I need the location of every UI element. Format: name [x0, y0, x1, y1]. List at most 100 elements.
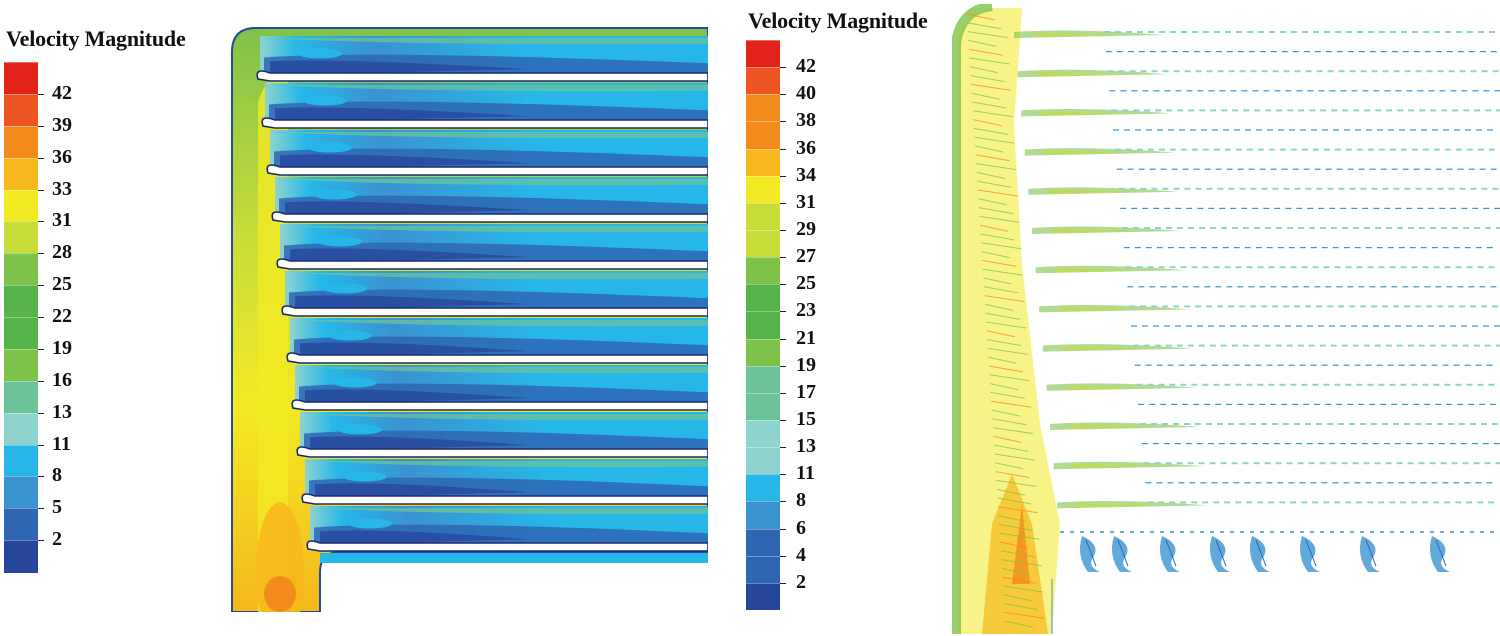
legend-swatch: [4, 285, 38, 318]
vector-stroke: [998, 515, 1027, 523]
vector-stroke: [1002, 576, 1037, 584]
legend-swatch: [4, 348, 38, 382]
vector-stroke: [993, 444, 1029, 452]
vector-stroke: [982, 268, 1023, 276]
legend-tick-mark: [780, 284, 786, 286]
legend-tick-mark: [38, 157, 44, 159]
legend-tick-label: 6: [796, 516, 806, 539]
legend-swatch: [746, 365, 780, 394]
inlet-jet-core: [1052, 229, 1142, 233]
channel-slow-region: [315, 483, 528, 498]
legend-tick-label: 40: [796, 82, 816, 105]
legend-tick-label: 19: [796, 353, 816, 376]
inlet-jet-core: [1048, 189, 1139, 194]
channel-slow-region: [320, 530, 528, 545]
vector-stroke: [997, 506, 1038, 514]
channel-upper-streak: [284, 226, 708, 233]
vector-stroke: [1001, 559, 1042, 567]
vector-stroke: [975, 154, 1010, 162]
legend-swatch: [746, 311, 780, 340]
vector-stroke: [992, 427, 1033, 435]
legend-tick-label: 13: [796, 435, 816, 458]
left-legend: 42 39 36 33 31 28 25 22 19 16 13 11 8 5 2: [4, 62, 72, 573]
vector-stroke: [972, 110, 1013, 118]
legend-tick-mark: [780, 555, 786, 557]
vector-stroke: [979, 215, 1020, 223]
legend-tick-label: 13: [52, 400, 72, 423]
manifold-high-velocity: [982, 474, 1048, 634]
vector-stroke: [986, 330, 1015, 338]
legend-tick-label: 15: [796, 408, 816, 430]
recirculation-vector: [1430, 536, 1450, 572]
legend-tick-label: 27: [796, 245, 816, 268]
peak-velocity-zone: [264, 576, 296, 612]
legend-tick-label: 39: [52, 113, 72, 136]
recirculation-stroke: [1117, 539, 1129, 567]
vector-stroke: [996, 479, 1037, 487]
legend-swatch: [746, 447, 780, 475]
legend-swatch: [4, 380, 38, 414]
vector-stroke: [973, 119, 1002, 127]
channel-vortex: [343, 471, 387, 482]
legend-tick-label: 31: [52, 209, 72, 232]
inlet-jet-core: [1066, 385, 1157, 390]
vector-stroke: [989, 374, 1030, 382]
inlet-jet-core: [1059, 307, 1150, 312]
vector-stroke: [995, 471, 1030, 479]
legend-swatch: [746, 230, 780, 258]
vector-stroke: [1001, 567, 1030, 575]
legend-tick-mark: [780, 447, 786, 449]
vector-stroke: [970, 75, 1005, 83]
channel-slow-region: [310, 436, 528, 451]
manifold-peak: [1012, 504, 1030, 584]
legend-tick-mark: [780, 528, 786, 530]
legend-tick-label: 11: [796, 462, 815, 485]
vector-stroke: [976, 171, 1005, 179]
legend-swatch: [746, 40, 780, 68]
channel-slow-region: [270, 60, 528, 75]
channel-vortex: [328, 330, 372, 341]
manifold-wall-vectors: [952, 4, 993, 634]
vector-stroke: [981, 251, 1010, 259]
legend-swatch: [4, 317, 38, 350]
legend-tick-label: 25: [52, 273, 72, 296]
channel-upper-streak: [279, 179, 708, 186]
legend-tick-mark: [780, 501, 786, 503]
legend-tick-mark: [780, 202, 786, 204]
legend-tick-mark: [780, 420, 786, 421]
legend-tick-mark: [38, 412, 44, 414]
channel-slow-region: [285, 201, 528, 216]
vector-stroke: [983, 286, 1019, 294]
recirculation-vector: [1250, 536, 1270, 572]
vector-stroke: [967, 31, 1008, 39]
velocity-contour-plot: [231, 27, 708, 612]
recirculation-vector: [1360, 536, 1380, 572]
legend-swatch: [746, 420, 780, 448]
vector-stroke: [983, 277, 1012, 285]
vector-stroke: [968, 39, 997, 47]
inlet-jet-core: [1070, 425, 1160, 429]
vector-stroke: [967, 22, 1002, 30]
recirculation-stroke: [1215, 539, 1227, 567]
legend-swatch: [4, 157, 38, 190]
baffle-plate: [306, 540, 708, 552]
vector-stroke: [991, 409, 1020, 417]
vector-stroke: [978, 198, 1007, 206]
inlet-jet-core: [1073, 464, 1164, 469]
legend-tick-label: 2: [796, 570, 806, 593]
channel-vortex: [318, 236, 362, 247]
legend-tick-label: 34: [796, 163, 816, 186]
channel-upper-streak: [299, 367, 708, 374]
vector-stroke: [985, 312, 1020, 320]
channel-slow-region: [300, 342, 528, 357]
legend-tick-label: 25: [796, 272, 816, 295]
legend-swatch: [4, 62, 38, 95]
vector-stroke: [982, 259, 1017, 267]
vector-stroke: [1003, 603, 1039, 611]
inlet-jet-core: [1055, 268, 1146, 273]
vector-stroke: [977, 189, 1018, 197]
legend-swatch: [746, 555, 780, 584]
inlet-jet-core: [1034, 33, 1124, 37]
recirculation-stroke: [1435, 539, 1447, 567]
vector-stroke: [997, 497, 1032, 505]
